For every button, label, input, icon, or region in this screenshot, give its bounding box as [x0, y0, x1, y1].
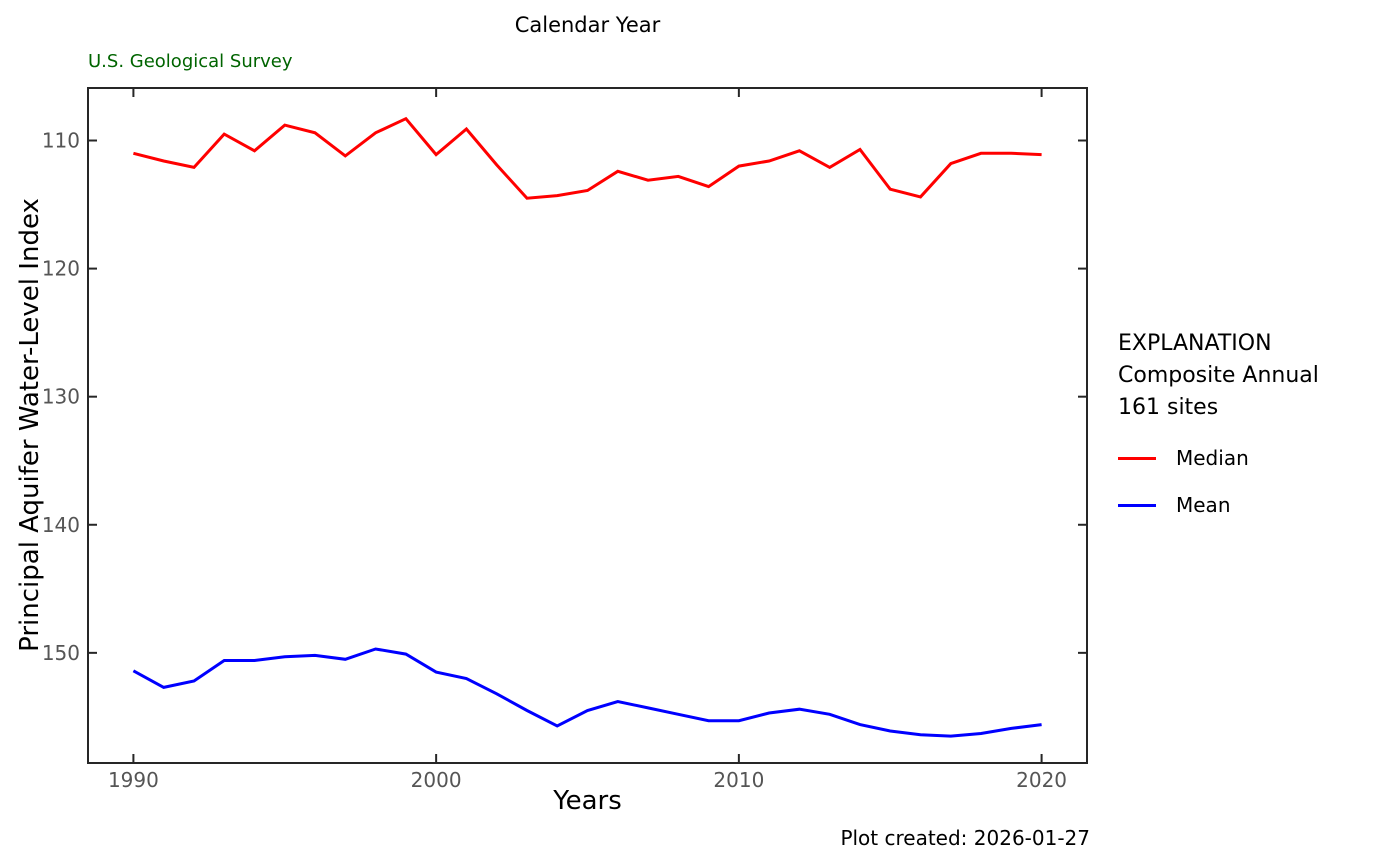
mean-line-swatch: [1118, 503, 1156, 507]
legend-heading-line: 161 sites: [1118, 395, 1219, 420]
legend-label-median: Median: [1176, 446, 1249, 470]
x-tick-label: 2010: [713, 768, 764, 792]
x-tick-label: 2000: [411, 768, 462, 792]
legend-item-mean: Mean: [1118, 492, 1319, 518]
legend: EXPLANATION Composite Annual 161 sites M…: [1118, 328, 1319, 518]
agency-watermark: U.S. Geological Survey: [88, 51, 293, 72]
legend-label-mean: Mean: [1176, 493, 1231, 517]
chart-title: Calendar Year: [514, 13, 661, 37]
x-axis-label: Years: [553, 786, 622, 816]
x-tick-label: 2020: [1016, 768, 1067, 792]
plot-border: [87, 87, 1088, 764]
y-tick-label: 150: [42, 641, 80, 665]
x-tick-label: 1990: [108, 768, 159, 792]
legend-heading: EXPLANATION Composite Annual 161 sites: [1118, 328, 1319, 424]
legend-heading-line: Composite Annual: [1118, 363, 1319, 388]
legend-item-median: Median: [1118, 445, 1319, 471]
mean-line: [132, 647, 1042, 738]
y-tick-label: 120: [42, 257, 80, 281]
y-tick-label: 110: [42, 129, 80, 153]
median-line: [133, 116, 1042, 200]
y-tick-label: 130: [42, 385, 80, 409]
y-tick-label: 140: [42, 513, 80, 537]
plot-created-note: Plot created: 2026-01-27: [840, 826, 1090, 850]
median-line-swatch: [1118, 456, 1156, 460]
legend-heading-line: EXPLANATION: [1118, 331, 1272, 356]
